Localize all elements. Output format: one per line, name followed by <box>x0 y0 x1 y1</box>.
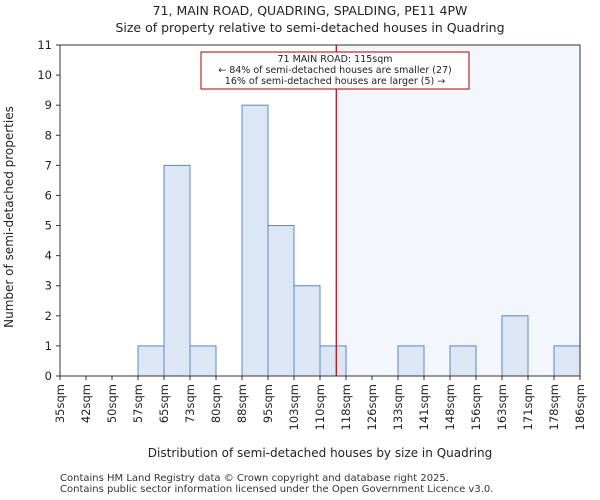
y-tick-label: 1 <box>45 339 52 353</box>
y-tick-label: 8 <box>45 128 52 142</box>
x-tick-label: 171sqm <box>521 384 535 430</box>
bar-163sqm <box>501 315 529 377</box>
y-tick-label: 9 <box>45 98 52 112</box>
chart-subtitle: Size of property relative to semi-detach… <box>115 20 504 35</box>
bar-178sqm <box>553 345 581 377</box>
y-tick-label: 4 <box>45 249 52 263</box>
bar-148sqm <box>449 345 477 377</box>
x-axis-label: Distribution of semi-detached houses by … <box>148 446 492 460</box>
x-tick-label: 148sqm <box>443 384 457 430</box>
annotation-line-1: 71 MAIN ROAD: 115sqm <box>277 54 392 65</box>
bar-88sqm <box>241 104 269 377</box>
x-tick-label: 103sqm <box>287 384 301 430</box>
y-axis-label: Number of semi-detached properties <box>2 106 16 328</box>
x-tick-label: 156sqm <box>469 384 483 430</box>
annotation-line-2: ← 84% of semi-detached houses are smalle… <box>218 65 452 76</box>
annotation-line-3: 16% of semi-detached houses are larger (… <box>225 76 445 87</box>
footer-line-2: Contains public sector information licen… <box>60 484 494 495</box>
x-tick-label: 118sqm <box>339 384 353 430</box>
x-tick-label: 35sqm <box>53 384 67 423</box>
larger-region-shading <box>336 45 580 376</box>
plot-area: 0 1 2 3 4 5 6 7 8 9 10 11 35sqm 42sqm 50sqm 57sqm 65sqm 7… <box>37 38 587 430</box>
bar-73sqm <box>189 345 217 377</box>
y-tick-label: 0 <box>45 369 52 383</box>
bar-65sqm <box>163 164 191 377</box>
x-tick-label: 95sqm <box>261 384 275 423</box>
x-tick-label: 126sqm <box>365 384 379 430</box>
y-tick-label: 6 <box>45 188 52 202</box>
x-tick-label: 65sqm <box>157 384 171 423</box>
bar-103sqm <box>293 285 321 377</box>
bar-57sqm <box>137 345 165 377</box>
x-tick-label: 163sqm <box>495 384 509 430</box>
x-tick-label: 110sqm <box>313 384 327 430</box>
x-tick-label: 42sqm <box>79 384 93 423</box>
y-tick-label: 10 <box>37 68 52 82</box>
x-tick-label: 133sqm <box>391 384 405 430</box>
x-tick-label: 50sqm <box>105 384 119 423</box>
x-tick-label: 186sqm <box>573 384 587 430</box>
y-tick-label: 2 <box>45 309 52 323</box>
footer-line-1: Contains HM Land Registry data © Crown c… <box>60 473 449 484</box>
x-tick-label: 141sqm <box>417 384 431 430</box>
y-tick-label: 3 <box>45 279 52 293</box>
annotation-box <box>200 51 470 90</box>
bar-133sqm <box>397 345 425 377</box>
x-tick-label: 73sqm <box>183 384 197 423</box>
x-tick-label: 80sqm <box>209 384 223 423</box>
x-tick-label: 57sqm <box>131 384 145 423</box>
y-tick-label: 7 <box>45 158 52 172</box>
x-tick-label: 88sqm <box>235 384 249 423</box>
bar-95sqm <box>267 225 295 377</box>
x-tick-label: 178sqm <box>547 384 561 430</box>
bar-110sqm <box>319 345 347 377</box>
y-tick-label: 11 <box>37 38 52 52</box>
y-tick-label: 5 <box>45 219 52 233</box>
chart-title: 71, MAIN ROAD, QUADRING, SPALDING, PE11 … <box>153 3 468 18</box>
